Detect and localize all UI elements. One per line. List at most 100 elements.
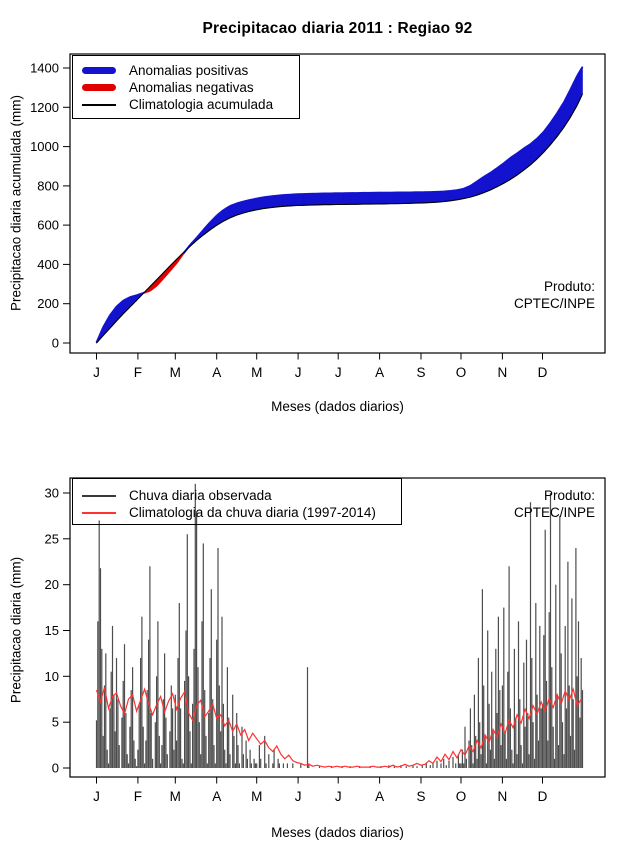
daily-rain-bar	[250, 750, 251, 768]
daily-rain-bar	[173, 750, 174, 768]
daily-rain-bar	[558, 745, 559, 768]
bottom-x-tick-label: A	[375, 789, 384, 804]
legend-label: Anomalias negativas	[129, 80, 254, 95]
daily-rain-bar	[473, 763, 474, 768]
daily-rain-bar	[149, 566, 150, 768]
daily-rain-bar	[555, 585, 556, 768]
daily-rain-bar	[529, 754, 530, 768]
legend-label: Climatologia acumulada	[129, 97, 273, 112]
legend-label: Anomalias positivas	[129, 63, 248, 78]
anomaly-positive-band	[337, 193, 344, 204]
bottom-x-tick-label: N	[498, 789, 508, 804]
daily-rain-bar	[259, 745, 260, 768]
daily-rain-bar	[579, 718, 580, 768]
daily-rain-bar	[201, 621, 202, 768]
daily-rain-bar	[562, 722, 563, 768]
bottom-x-axis-label: Meses (dados diarios)	[70, 825, 605, 840]
bottom-x-tick-label: J	[93, 789, 100, 804]
daily-rain-bar	[220, 731, 221, 768]
daily-rain-bar	[526, 640, 527, 768]
daily-rain-bar	[215, 763, 216, 768]
anomaly-positive-band	[277, 195, 284, 207]
anomaly-positive-band	[304, 194, 311, 205]
bottom-x-tick-label: O	[456, 789, 467, 804]
anomaly-positive-band	[324, 194, 331, 205]
daily-rain-bar	[208, 713, 209, 768]
top-x-tick-label: N	[498, 365, 508, 380]
top-y-tick-label: 200	[37, 296, 59, 311]
top-y-tick-label: 1000	[30, 139, 59, 154]
top-legend: Anomalias positivas Anomalias negativas …	[72, 55, 300, 119]
anomaly-positive-band	[283, 195, 290, 207]
daily-rain-bar	[551, 667, 552, 768]
daily-rain-bar	[141, 617, 142, 768]
daily-rain-bar	[256, 763, 257, 768]
anomaly-positive-band	[390, 193, 397, 204]
daily-rain-bar	[237, 745, 238, 768]
daily-rain-bar	[440, 763, 441, 768]
daily-rain-bar	[169, 731, 170, 768]
daily-rain-bar	[111, 672, 112, 768]
daily-rain-bar	[103, 736, 104, 768]
top-x-tick-label: D	[538, 365, 548, 380]
daily-rain-bar	[121, 718, 122, 768]
daily-rain-bar	[145, 741, 146, 769]
daily-rain-bar	[187, 534, 188, 768]
daily-rain-bar	[109, 708, 110, 768]
top-producer-credit: Produto: CPTEC/INPE	[445, 278, 595, 312]
legend-item-climatology-accum: Climatologia acumulada	[73, 96, 299, 113]
daily-rain-bar	[557, 695, 558, 768]
bottom-y-tick-label: 25	[45, 531, 59, 546]
daily-rain-bar	[125, 713, 126, 768]
observed-accum-line	[257, 197, 264, 198]
daily-rain-bar	[196, 511, 197, 768]
daily-rain-bar	[246, 741, 247, 769]
daily-rain-bar	[287, 763, 288, 768]
bottom-y-axis-label: Precipitacao diaria (mm)	[9, 557, 24, 703]
bottom-y-tick-label: 30	[45, 486, 59, 501]
daily-rain-bar	[207, 763, 208, 768]
daily-rain-bar	[107, 750, 108, 768]
daily-rain-bar	[188, 676, 189, 768]
daily-rain-bar	[155, 722, 156, 768]
daily-rain-bar	[225, 763, 226, 768]
observed-accum-line	[457, 189, 464, 190]
daily-rain-bar	[491, 672, 492, 768]
daily-rain-bar	[140, 658, 141, 768]
daily-rain-bar	[581, 658, 582, 768]
daily-rain-bar	[136, 766, 137, 768]
daily-rain-bar	[254, 759, 255, 768]
daily-rain-bar	[498, 617, 499, 768]
daily-rain-bar	[545, 530, 546, 768]
daily-rain-bar	[239, 763, 240, 768]
daily-rain-bar	[204, 690, 205, 768]
bottom-x-tick-label: S	[416, 789, 425, 804]
daily-rain-bar	[533, 722, 534, 768]
daily-rain-bar	[430, 765, 431, 768]
daily-rain-bar	[513, 763, 514, 768]
bottom-x-tick-label: J	[295, 789, 302, 804]
daily-rain-bar	[161, 745, 162, 768]
daily-rain-bar	[577, 676, 578, 768]
daily-rain-bar	[505, 731, 506, 768]
daily-rain-bar	[224, 750, 225, 768]
anomaly-positive-band	[364, 193, 371, 204]
observed-accum-line	[277, 195, 284, 196]
daily-rain-bar	[539, 626, 540, 768]
daily-rain-bar	[108, 763, 109, 768]
climatology-line-swatch-icon	[82, 104, 116, 106]
daily-rain-bar	[191, 763, 192, 768]
daily-rain-bar	[127, 754, 128, 768]
anomaly-positive-band	[310, 194, 317, 205]
daily-rain-bar	[165, 718, 166, 768]
daily-rain-bar	[283, 763, 284, 768]
daily-rain-bar	[543, 635, 544, 768]
daily-rain-bar	[181, 759, 182, 768]
daily-rain-bar	[251, 763, 252, 768]
daily-rain-bar	[463, 763, 464, 768]
daily-rain-bar	[229, 754, 230, 768]
producer-line2: CPTEC/INPE	[445, 504, 595, 521]
top-x-tick-label: M	[170, 365, 181, 380]
daily-rain-bar	[292, 763, 293, 768]
producer-line1: Produto:	[445, 487, 595, 504]
